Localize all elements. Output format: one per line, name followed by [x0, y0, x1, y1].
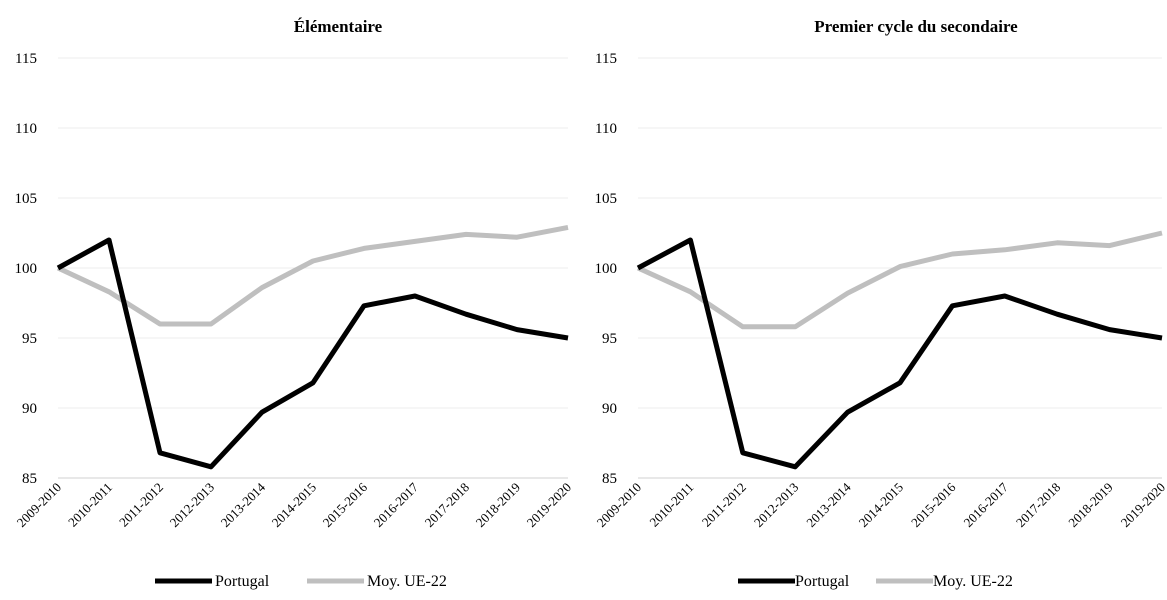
x-tick-label: 2013-2014 [218, 479, 269, 530]
x-tick-label: 2011-2012 [699, 480, 749, 530]
x-tick-label: 2009-2010 [14, 480, 64, 530]
y-tick-label: 90 [22, 401, 37, 417]
x-tick-label: 2016-2017 [371, 479, 422, 530]
x-tick-label: 2009-2010 [594, 480, 644, 530]
y-tick-label: 100 [15, 261, 38, 277]
y-tick-label: 110 [15, 121, 37, 137]
x-tick-label: 2010-2011 [646, 480, 696, 530]
legend-label: Moy. UE-22 [367, 573, 447, 590]
series-line-portugal [56, 237, 569, 470]
x-tick-label: 2018-2019 [1065, 480, 1115, 530]
x-tick-label: 2013-2014 [803, 479, 854, 530]
x-tick-label: 2016-2017 [960, 479, 1011, 530]
y-tick-label: 85 [602, 471, 617, 487]
x-tick-label: 2017-2018 [1013, 480, 1063, 530]
series-line-eu22 [636, 230, 1163, 330]
y-tick-label: 105 [595, 191, 618, 207]
x-tick-label: 2011-2012 [116, 480, 166, 530]
x-tick-label: 2012-2013 [751, 480, 801, 530]
x-tick-label: 2015-2016 [320, 479, 371, 530]
legend-label: Portugal [795, 573, 850, 590]
x-tick-label: 2014-2015 [269, 480, 319, 530]
chart-title: Élémentaire [294, 17, 383, 36]
y-tick-label: 110 [595, 121, 617, 137]
y-tick-label: 115 [15, 51, 37, 67]
x-tick-label: 2014-2015 [856, 480, 906, 530]
x-tick-label: 2019-2020 [1118, 480, 1167, 530]
series-line-eu22 [56, 224, 569, 327]
y-tick-label: 115 [595, 51, 617, 67]
legend: Portugal Moy. UE-22 [738, 573, 1013, 590]
x-tick-label: 2019-2020 [524, 480, 574, 530]
legend-label: Moy. UE-22 [933, 573, 1013, 590]
chart-panel-2: Premier cycle du secondaire 85 90 95 100 105 1… [594, 17, 1167, 590]
y-tick-label: 95 [22, 331, 37, 347]
y-tick-label: 90 [602, 401, 617, 417]
x-tick-label: 2018-2019 [473, 480, 523, 530]
y-tick-label: 85 [22, 471, 37, 487]
series-line-portugal [636, 237, 1163, 470]
chart-title: Premier cycle du secondaire [814, 17, 1018, 36]
legend-label: Portugal [215, 573, 270, 590]
legend: Portugal Moy. UE-22 [155, 573, 447, 590]
x-tick-label: 2015-2016 [908, 479, 959, 530]
y-tick-label: 105 [15, 191, 38, 207]
y-tick-label: 100 [595, 261, 618, 277]
x-tick-label: 2017-2018 [422, 480, 472, 530]
y-tick-label: 95 [602, 331, 617, 347]
x-tick-label: 2010-2011 [65, 480, 115, 530]
x-tick-label: 2012-2013 [167, 480, 217, 530]
